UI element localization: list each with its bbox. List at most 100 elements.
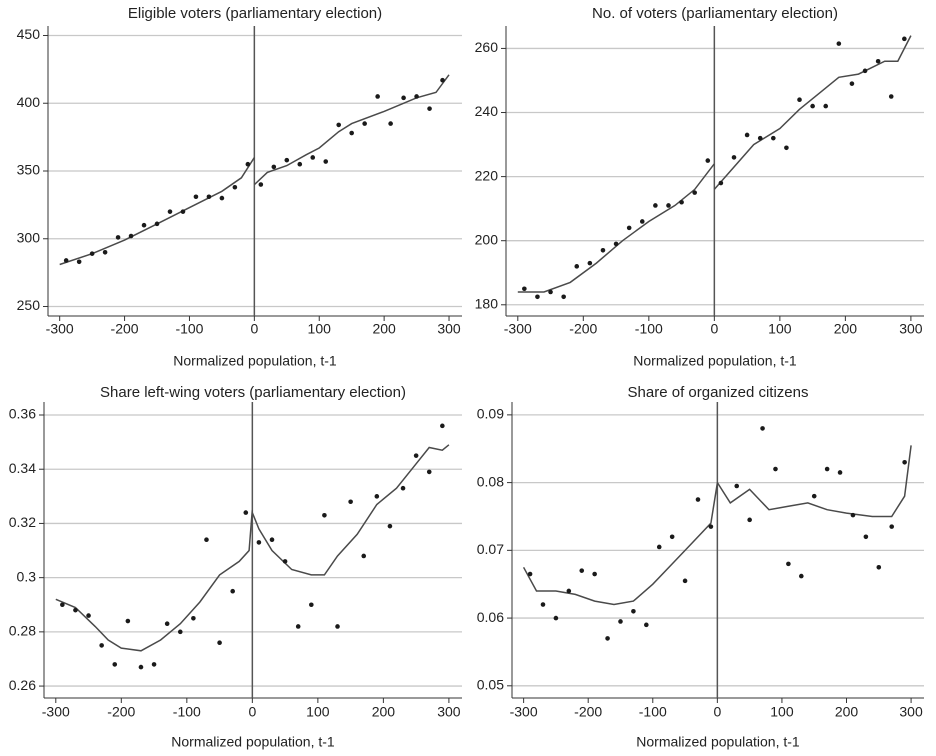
fit-line [55, 509, 254, 652]
point [773, 466, 778, 472]
point [837, 470, 843, 475]
x-tick-label: 0 [250, 321, 258, 337]
x-tick-label: 100 [768, 321, 792, 337]
y-tick-label: 0.05 [477, 677, 504, 693]
point [164, 621, 170, 627]
fit-line [59, 156, 256, 266]
fit-line [517, 163, 715, 293]
point [875, 58, 881, 64]
y-tick-label: 200 [475, 231, 499, 247]
point [902, 36, 907, 42]
point [115, 235, 121, 240]
point [310, 155, 316, 160]
point [361, 553, 367, 559]
point [708, 524, 714, 529]
x-tick-label: 0 [248, 704, 256, 720]
x-tick-label: 300 [437, 321, 461, 337]
point [177, 629, 183, 635]
x-tick-label: -200 [111, 321, 139, 337]
x-tick-label: -200 [569, 321, 597, 337]
x-tick-label: 300 [899, 704, 923, 720]
y-tick-label: 0.06 [477, 609, 504, 625]
point [811, 493, 817, 499]
y-tick-label: 0.09 [477, 406, 504, 422]
point [579, 568, 585, 573]
point [656, 544, 662, 550]
point [99, 643, 104, 648]
point [295, 624, 301, 629]
point [191, 616, 196, 621]
point [440, 77, 445, 83]
x-tick-label: -100 [639, 704, 667, 720]
point [414, 94, 419, 99]
point [400, 485, 406, 491]
point [297, 161, 303, 167]
fit-line [713, 35, 912, 190]
point [679, 199, 684, 205]
point [401, 95, 406, 101]
point [902, 459, 907, 465]
point [138, 664, 144, 670]
point [269, 537, 275, 542]
point [786, 561, 791, 567]
y-tick-label: 0.32 [9, 514, 36, 530]
point [747, 517, 752, 523]
x-axis-label: Normalized population, t-1 [173, 353, 337, 369]
point [639, 219, 645, 224]
point [323, 159, 329, 164]
point [889, 524, 895, 529]
point [718, 180, 724, 186]
point [566, 588, 572, 594]
point [888, 94, 894, 99]
point [626, 225, 632, 231]
point [256, 540, 262, 545]
point [258, 182, 264, 187]
point [527, 571, 533, 577]
point [666, 203, 671, 208]
point [797, 97, 802, 103]
point [613, 241, 619, 247]
point [125, 618, 131, 624]
point [112, 662, 118, 667]
x-tick-label: 300 [437, 704, 461, 720]
point [561, 294, 566, 300]
x-tick-label: -300 [510, 704, 538, 720]
point [128, 233, 134, 239]
point [151, 662, 157, 667]
point [734, 483, 740, 489]
point [744, 132, 750, 138]
point [217, 640, 222, 646]
point [540, 602, 546, 607]
point [219, 195, 225, 201]
x-axis-label: Normalized population, t-1 [636, 734, 800, 750]
x-tick-label: 0 [713, 704, 721, 720]
point [73, 607, 78, 613]
x-tick-label: 200 [835, 704, 859, 720]
point [322, 513, 327, 518]
point [63, 258, 69, 263]
point [682, 578, 688, 584]
y-tick-label: 220 [475, 167, 499, 183]
point [141, 222, 147, 228]
point [271, 164, 277, 170]
point [374, 494, 380, 499]
point [618, 619, 623, 624]
x-tick-label: 100 [308, 321, 332, 337]
fit-line [253, 74, 450, 186]
x-tick-label: -100 [173, 704, 201, 720]
point [243, 510, 249, 515]
x-tick-label: -300 [42, 704, 70, 720]
point [193, 194, 199, 200]
point [309, 602, 314, 608]
point [850, 512, 856, 518]
y-tick-label: 180 [475, 295, 499, 311]
point [876, 564, 882, 570]
point [784, 145, 789, 151]
y-tick-label: 260 [475, 39, 499, 55]
y-tick-label: 0.08 [477, 473, 504, 489]
y-tick-label: 0.34 [9, 460, 36, 476]
x-axis-label: Normalized population, t-1 [171, 734, 335, 750]
x-tick-label: 200 [372, 321, 396, 337]
point [757, 135, 763, 141]
